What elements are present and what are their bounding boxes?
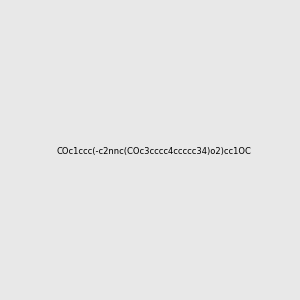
Text: COc1ccc(-c2nnc(COc3cccc4ccccc34)o2)cc1OC: COc1ccc(-c2nnc(COc3cccc4ccccc34)o2)cc1OC [56,147,251,156]
